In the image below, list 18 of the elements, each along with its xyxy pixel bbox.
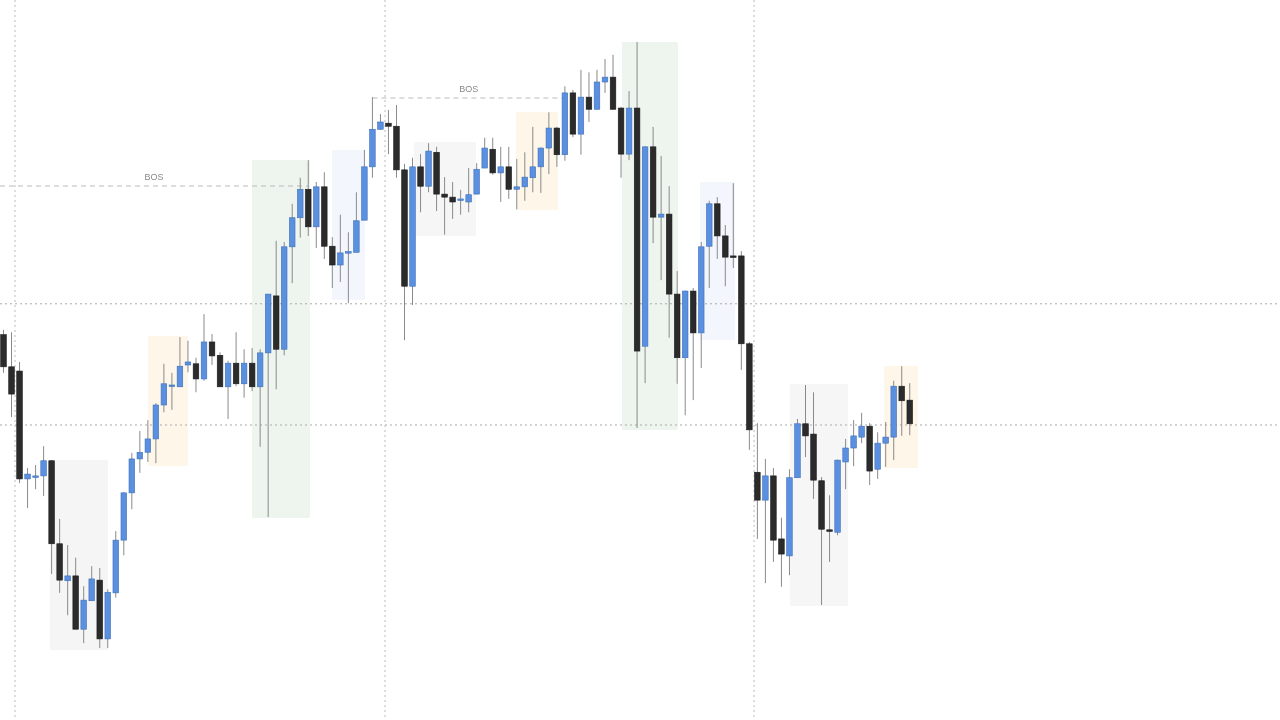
candlestick	[208, 333, 216, 366]
candlestick	[224, 360, 232, 420]
candlestick	[249, 347, 256, 392]
candlestick	[64, 544, 71, 616]
annotation: BOS	[459, 84, 479, 94]
candlestick	[489, 137, 496, 176]
candlestick	[481, 137, 488, 169]
candlestick	[184, 340, 192, 373]
annotation: BOS	[144, 172, 164, 182]
candlestick	[232, 331, 240, 387]
candlestick	[601, 58, 609, 94]
candlestick	[417, 153, 424, 213]
candlestick	[192, 357, 200, 393]
candlestick	[505, 146, 512, 200]
candlestick	[658, 155, 665, 281]
candlestick	[241, 348, 248, 399]
candlestick	[585, 71, 593, 123]
candlestick	[497, 146, 504, 203]
